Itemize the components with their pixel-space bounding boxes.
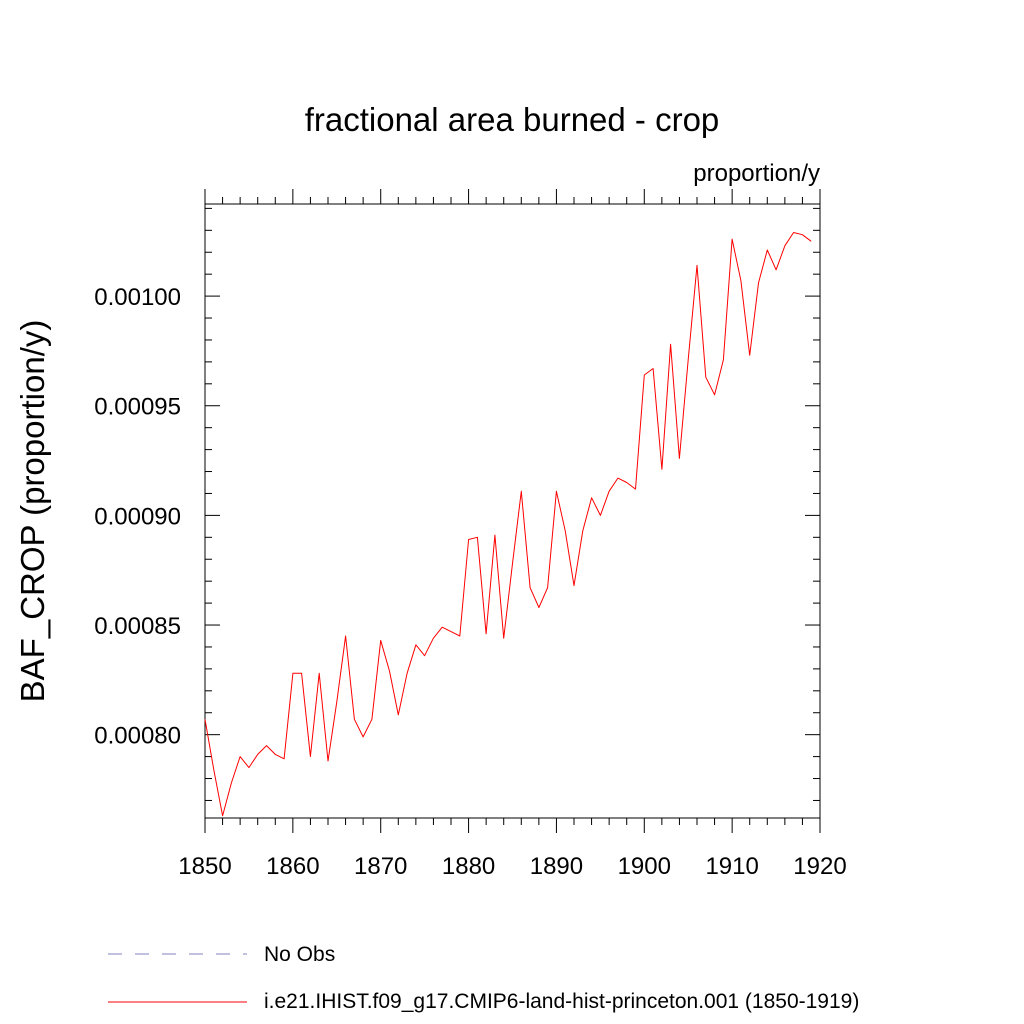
y-tick-label: 0.00100 <box>94 284 181 311</box>
x-tick-label: 1890 <box>530 853 583 880</box>
x-axis: 1850 1860 1870 1880 1890 1900 1910 1920 <box>178 189 847 880</box>
x-tick-label: 1880 <box>442 853 495 880</box>
chart-title: fractional area burned - crop <box>305 101 720 138</box>
y-axis-label: BAF_CROP (proportion/y) <box>14 320 51 703</box>
legend: No Obs i.e21.IHIST.f09_g17.CMIP6-land-hi… <box>108 943 859 1013</box>
y-tick-label: 0.00090 <box>94 503 181 530</box>
units-label: proportion/y <box>693 160 820 187</box>
x-tick-label: 1900 <box>618 853 671 880</box>
y-axis: 0.00080 0.00085 0.00090 0.00095 0.00100 <box>94 207 820 801</box>
plot-area <box>204 232 812 817</box>
x-tick-label: 1860 <box>266 853 319 880</box>
y-tick-label: 0.00080 <box>94 723 181 750</box>
x-tick-label: 1870 <box>354 853 407 880</box>
plot-frame <box>204 203 821 819</box>
x-tick-label: 1850 <box>178 853 231 880</box>
series-line-0 <box>204 232 812 817</box>
y-tick-label: 0.00095 <box>94 394 181 421</box>
x-tick-label: 1910 <box>705 853 758 880</box>
y-tick-label: 0.00085 <box>94 613 181 640</box>
legend-label-no-obs: No Obs <box>264 943 335 966</box>
legend-label-model-run: i.e21.IHIST.f09_g17.CMIP6-land-hist-prin… <box>264 990 859 1013</box>
x-tick-label: 1920 <box>793 853 846 880</box>
